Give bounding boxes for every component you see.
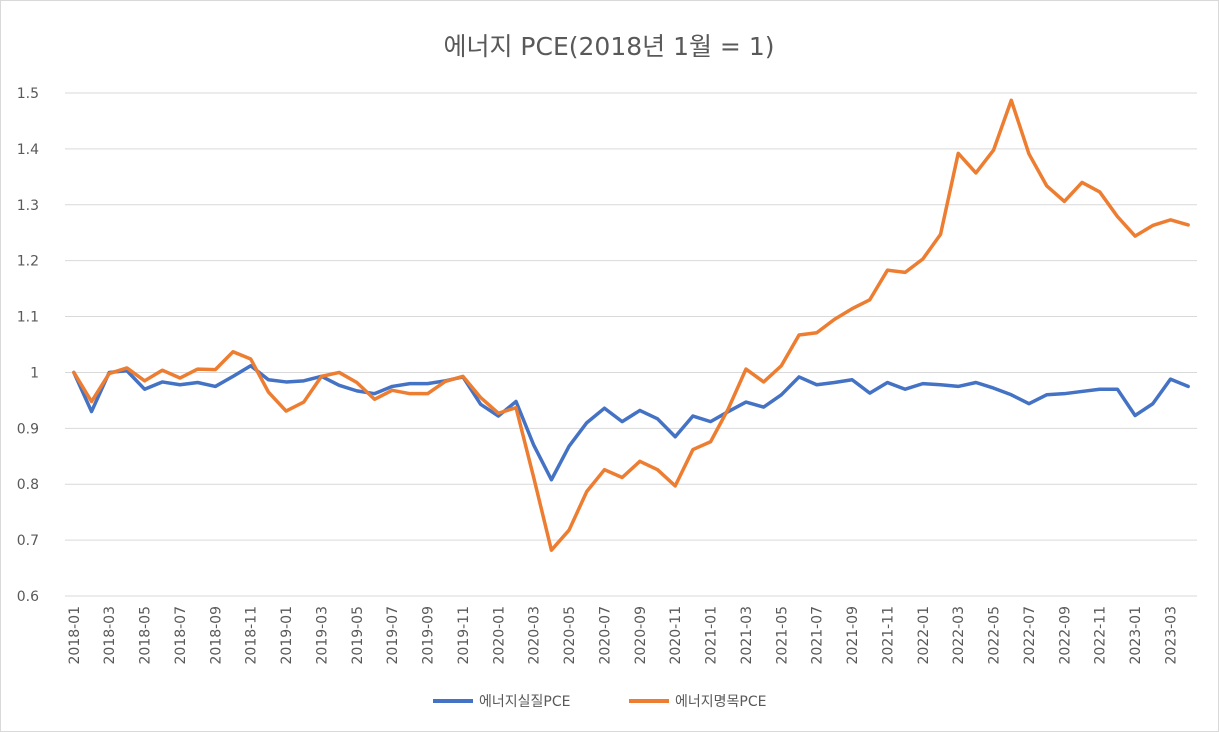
- x-tick-label: 2021-05: [774, 606, 790, 665]
- x-tick-label: 2020-11: [668, 606, 684, 665]
- y-tick-label: 1.3: [17, 198, 39, 214]
- x-tick-label: 2019-11: [456, 606, 472, 665]
- x-tick-label: 2018-01: [67, 606, 83, 665]
- x-tick-label: 2020-07: [597, 606, 613, 665]
- x-tick-label: 2021-09: [845, 606, 861, 665]
- legend-label-nominal: 에너지명목PCE: [675, 694, 766, 710]
- y-tick-label: 0.7: [17, 533, 39, 549]
- x-tick-label: 2019-01: [279, 606, 295, 665]
- x-tick-label: 2018-03: [102, 606, 118, 665]
- legend: 에너지실질PCE 에너지명목PCE: [433, 694, 766, 710]
- x-tick-label: 2019-09: [421, 606, 437, 665]
- x-tick-label: 2023-01: [1128, 606, 1144, 665]
- gridlines: [65, 92, 1197, 597]
- x-tick-label: 2022-11: [1093, 606, 1109, 665]
- x-tick-label: 2020-05: [562, 606, 578, 665]
- chart-title: 에너지 PCE(2018년 1월 = 1): [443, 32, 774, 61]
- x-tick-label: 2018-05: [138, 606, 154, 665]
- x-tick-label: 2022-01: [916, 606, 932, 665]
- x-tick-label: 2022-07: [1022, 606, 1038, 665]
- x-tick-label: 2023-03: [1163, 606, 1179, 665]
- x-tick-label: 2022-09: [1057, 606, 1073, 665]
- x-tick-label: 2019-05: [350, 606, 366, 665]
- x-tick-label: 2020-09: [633, 606, 649, 665]
- x-tick-label: 2020-01: [491, 606, 507, 665]
- x-tick-label: 2021-07: [810, 606, 826, 665]
- x-tick-label: 2019-07: [385, 606, 401, 665]
- y-axis-ticks: 0.6 0.7 0.8 0.9 1 1.1 1.2 1.3 1.4 1.5: [17, 86, 39, 605]
- x-tick-label: 2018-07: [173, 606, 189, 665]
- x-tick-label: 2022-05: [987, 606, 1003, 665]
- y-tick-label: 0.6: [17, 589, 39, 605]
- y-tick-label: 1.5: [17, 86, 39, 102]
- legend-label-real: 에너지실질PCE: [479, 694, 570, 710]
- series-line-1: [72, 98, 1190, 552]
- x-tick-label: 2021-03: [739, 606, 755, 665]
- x-tick-label: 2021-01: [704, 606, 720, 665]
- y-tick-label: 1.4: [17, 142, 39, 158]
- y-tick-label: 1.2: [17, 254, 39, 270]
- series-lines: [72, 98, 1190, 552]
- y-tick-label: 1.1: [17, 310, 39, 326]
- x-tick-label: 2020-03: [527, 606, 543, 665]
- x-tick-label: 2019-03: [314, 606, 330, 665]
- x-tick-label: 2018-11: [244, 606, 260, 665]
- x-axis-ticks: 2018-01 2018-03 2018-05 2018-07 2018-09 2018-…: [67, 606, 1180, 665]
- x-tick-label: 2021-11: [880, 606, 896, 665]
- y-tick-label: 0.8: [17, 477, 39, 493]
- series-line-0: [72, 363, 1190, 482]
- y-tick-label: 1: [30, 365, 39, 381]
- x-tick-label: 2022-03: [951, 606, 967, 665]
- y-tick-label: 0.9: [17, 421, 39, 437]
- x-tick-label: 2018-09: [208, 606, 224, 665]
